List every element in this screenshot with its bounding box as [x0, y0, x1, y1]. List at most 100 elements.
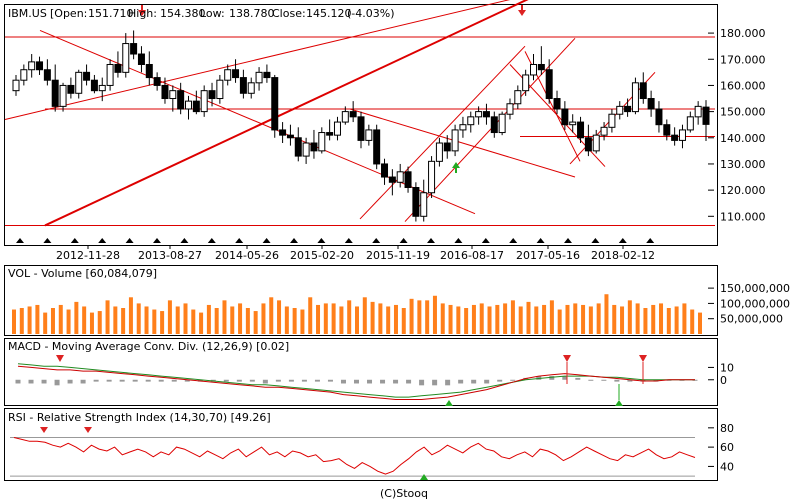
volume-bar [167, 300, 172, 334]
candle-body [381, 163, 389, 178]
candle-body [514, 90, 522, 105]
candle-body [98, 84, 106, 92]
volume-bar [277, 300, 282, 334]
volume-bar [43, 312, 48, 334]
signal-line [17, 363, 695, 398]
copyright: (C)Stooq [380, 487, 428, 500]
volume-bar [144, 306, 149, 334]
candle-body [51, 79, 59, 107]
candle-body [616, 105, 624, 115]
candle-body [631, 82, 639, 113]
volume-bar [409, 298, 414, 334]
histogram-bar [80, 379, 86, 384]
candle-body [655, 108, 663, 126]
histogram-bar [223, 379, 229, 382]
buy-marker [445, 400, 453, 406]
macd-axis: 100 [708, 361, 734, 387]
trendline [44, 0, 529, 227]
volume-bar [604, 294, 609, 334]
sell-marker [563, 355, 571, 362]
buy-arrow [452, 162, 460, 173]
volume-bar [425, 300, 430, 334]
candle-body [177, 90, 185, 110]
candle-body [569, 121, 577, 126]
volume-bar [347, 300, 352, 334]
volume-bar [27, 306, 32, 334]
candle-body [412, 187, 420, 217]
sell-arrow [138, 5, 146, 16]
candle-body [239, 77, 247, 94]
histogram-bar [497, 379, 503, 382]
histogram-bar [354, 379, 359, 384]
candle-body [475, 111, 483, 118]
candle-body [90, 79, 98, 92]
volume-bar [355, 306, 359, 334]
candle-body [530, 63, 537, 76]
candle-body [522, 74, 530, 92]
price-header-change: (-4.03%) [347, 7, 395, 20]
macd-histogram [15, 376, 698, 386]
date-label: 2012-11-28 [56, 249, 120, 262]
volume-bar [222, 300, 227, 334]
candle-body [20, 69, 28, 81]
price-tick-label: 140.000 [720, 132, 766, 145]
volume-bar [534, 306, 539, 334]
candle-body [506, 103, 514, 115]
macd-line [17, 365, 695, 400]
histogram-bar [588, 379, 594, 381]
trendline [4, 0, 511, 120]
rsi-line [10, 436, 696, 477]
volume-bar [479, 303, 484, 334]
histogram-bar [601, 379, 607, 381]
price-header-high: 154.380 [160, 7, 206, 20]
date-label: 2017-05-16 [516, 249, 580, 262]
candle-body [224, 69, 232, 81]
volume-bar [238, 303, 243, 334]
candle-body [545, 69, 553, 100]
histogram-bar [536, 376, 542, 380]
histogram-bar [275, 379, 281, 382]
volume-bar [152, 309, 157, 334]
volume-bar [339, 306, 344, 334]
rsi-tick-label: 80 [720, 422, 734, 435]
candle-body [561, 108, 569, 126]
candle-body [208, 90, 216, 100]
volume-bar [128, 297, 133, 334]
macd-signal-markers [56, 355, 647, 406]
histogram-bar [301, 379, 307, 382]
volume-bar [690, 309, 695, 334]
histogram-bar [627, 379, 633, 382]
candle-body [318, 132, 326, 152]
histogram-bar [15, 379, 21, 384]
candle-body [122, 43, 130, 73]
volume-bar [12, 309, 16, 334]
volume-bar [370, 301, 375, 334]
candle-body [420, 192, 428, 217]
histogram-bar [145, 379, 151, 382]
volume-bar [82, 306, 87, 334]
volume-bar [261, 303, 266, 334]
price-axis: 180.000 170.000 160.000 150.000 140.000 130.0… [708, 27, 766, 223]
candle-body [67, 84, 75, 94]
candle-body [59, 84, 67, 107]
candle-body [279, 129, 287, 136]
histogram-bar [471, 379, 477, 384]
candle-body [145, 63, 153, 79]
histogram-bar [119, 379, 125, 382]
volume-bar [542, 304, 547, 334]
histogram-bar [184, 379, 190, 382]
histogram-bar [288, 379, 294, 382]
price-header-close: 145.120 [306, 7, 352, 20]
price-tick-label: 160.000 [720, 79, 766, 92]
date-axis: 2012-11-28 2013-08-27 2014-05-26 2015-02-20… [56, 245, 655, 262]
histogram-bar [549, 376, 555, 380]
volume-bar [698, 312, 702, 334]
candlesticks [12, 30, 710, 222]
candle-body [357, 116, 365, 141]
candle-body [624, 105, 632, 113]
volume-bar [362, 297, 367, 334]
volume-bar [323, 303, 328, 334]
volume-bar [183, 303, 188, 334]
rsi-title: RSI - Relative Strength Index (14,30,70)… [8, 411, 271, 424]
sell-marker [40, 427, 48, 433]
